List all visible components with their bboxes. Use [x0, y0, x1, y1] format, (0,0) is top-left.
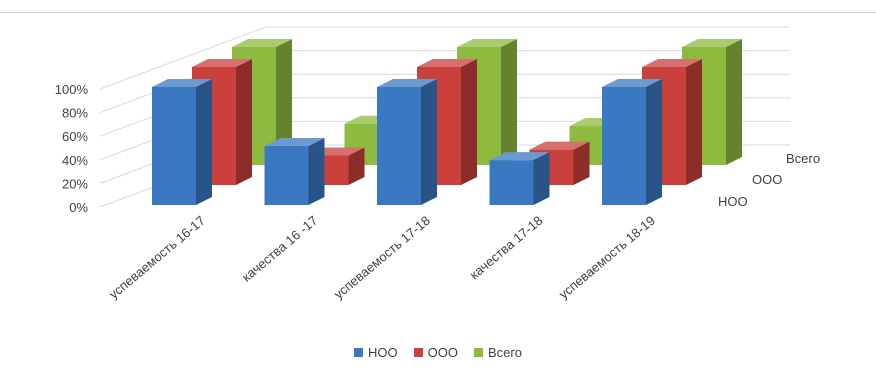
bar-top — [489, 152, 550, 161]
y-tick-label: 40% — [62, 153, 88, 168]
bar-top — [232, 39, 292, 47]
legend-label-ooo: ООО — [427, 345, 458, 360]
bar-top — [417, 59, 477, 67]
bar-chart-3d: 0% 20% 40% 60% 80% 100% НОО ООО Всего успеваемо… — [55, 26, 820, 302]
y-tick-label: 80% — [62, 106, 88, 121]
bar-top — [264, 138, 325, 146]
bar — [152, 87, 196, 205]
gridline-diagonal-5 — [99, 26, 267, 90]
y-tick-label: 20% — [62, 176, 88, 191]
legend-swatch-ooo — [413, 348, 423, 357]
bar — [602, 87, 646, 205]
bar-side — [196, 79, 212, 205]
legend-label-vsego: Всего — [487, 345, 523, 360]
y-tick-label: 0% — [69, 200, 88, 215]
bar — [377, 87, 421, 205]
legend-swatch-vsego — [473, 348, 483, 357]
bar-side — [236, 59, 252, 185]
category-label: успеваемость 16-17 — [106, 213, 208, 302]
depth-axis-labels: НОО ООО Всего — [718, 151, 820, 209]
y-tick-label: 60% — [62, 129, 88, 144]
bar-side — [501, 39, 517, 165]
legend-item-vsego: Всего — [473, 345, 523, 360]
bar — [489, 160, 534, 205]
legend-item-ooo: ООО — [413, 345, 458, 360]
bar-top — [602, 79, 662, 87]
bar-side — [686, 59, 702, 185]
bar-side — [726, 39, 742, 165]
bar-top — [642, 59, 702, 67]
bar-side — [421, 79, 437, 205]
bar-side — [348, 147, 365, 185]
bars — [152, 39, 742, 205]
y-tick-label: 100% — [55, 82, 89, 97]
category-label: успеваемость 18-19 — [556, 213, 658, 302]
bar-top — [377, 79, 437, 87]
category-labels: успеваемость 16-17 качества 16 -17 успевае… — [106, 213, 658, 302]
y-axis-ticks: 0% 20% 40% 60% 80% 100% — [55, 82, 89, 215]
bar-side — [533, 152, 550, 205]
legend-item-noo: НОО — [353, 345, 398, 360]
legend-label-noo: НОО — [367, 345, 398, 360]
bar-side — [461, 59, 477, 185]
top-divider — [0, 12, 876, 13]
category-label: качества 17-18 — [467, 213, 546, 282]
depth-label: ООО — [752, 172, 782, 187]
bar-top — [457, 39, 517, 47]
category-label: качества 16 -17 — [239, 213, 321, 285]
legend: НОО ООО Всего — [0, 345, 876, 360]
bar-side — [646, 79, 662, 205]
bar-side — [573, 141, 590, 185]
depth-label: НОО — [718, 194, 748, 209]
depth-label: Всего — [786, 151, 820, 166]
bar-top — [682, 39, 742, 47]
bar-side — [276, 39, 292, 165]
category-label: успеваемость 17-18 — [331, 213, 433, 302]
bar — [264, 146, 309, 205]
bar-top — [152, 79, 212, 87]
legend-swatch-noo — [353, 348, 363, 357]
bar-top — [529, 141, 590, 150]
bar-side — [308, 138, 325, 205]
bar-top — [192, 59, 252, 67]
